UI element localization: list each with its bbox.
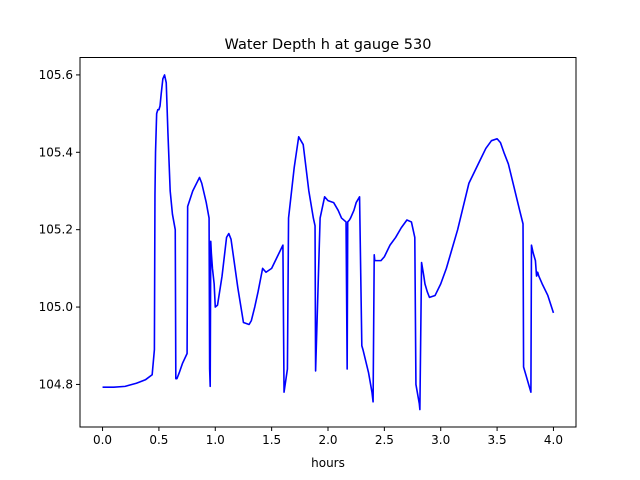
series-line-0 <box>102 74 555 411</box>
x-tick-label: 2.0 <box>318 433 337 447</box>
x-tick-label: 0.5 <box>149 433 168 447</box>
plot-area <box>102 74 555 411</box>
x-tick-label: 3.0 <box>431 433 450 447</box>
chart-title: Water Depth h at gauge 530 <box>225 37 432 53</box>
y-tick-label: 104.8 <box>39 377 73 391</box>
x-tick-label: 3.5 <box>488 433 507 447</box>
y-tick-label: 105.0 <box>39 300 73 314</box>
y-axis-ticks: 104.8 105.0 105.2 105.4 105.6 <box>39 68 80 391</box>
x-tick-label: 1.5 <box>262 433 281 447</box>
x-tick-label: 0.0 <box>93 433 112 447</box>
y-tick-label: 105.4 <box>39 145 73 159</box>
x-tick-label: 4.0 <box>544 433 563 447</box>
x-tick-label: 2.5 <box>375 433 394 447</box>
axes-frame <box>79 57 577 428</box>
x-tick-label: 1.0 <box>206 433 225 447</box>
x-axis-label: hours <box>311 456 345 470</box>
x-axis-ticks: 0.0 0.5 1.0 1.5 2.0 2.5 3.0 3.5 4.0 <box>93 427 563 447</box>
y-tick-label: 105.2 <box>39 223 73 237</box>
y-tick-label: 105.6 <box>39 68 73 82</box>
